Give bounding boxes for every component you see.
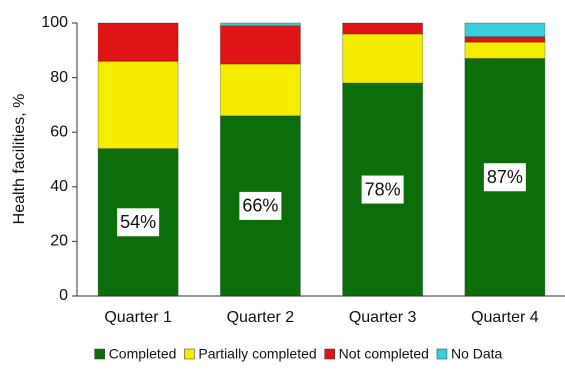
y-tick-label: 20 <box>50 233 68 250</box>
value-label: 78% <box>365 179 401 199</box>
bar-segment <box>464 36 546 43</box>
legend-swatch <box>184 348 195 360</box>
bar-segment <box>342 22 424 35</box>
legend-label: Completed <box>109 346 177 362</box>
y-tick-label: 60 <box>50 123 68 140</box>
legend-swatch <box>94 348 105 360</box>
legend-swatch <box>436 348 448 360</box>
x-tick-label: Quarter 1 <box>104 309 172 326</box>
legend: Completed Partially completed Not complete… <box>94 346 503 362</box>
y-tick-label: 0 <box>59 287 68 304</box>
value-label: 87% <box>487 167 523 187</box>
y-tick-label: 40 <box>50 178 68 195</box>
y-tick-label: 100 <box>41 14 68 31</box>
bar-segment <box>97 60 179 150</box>
legend-label: Not completed <box>339 346 429 362</box>
bar-segment <box>342 33 424 84</box>
value-label: 54% <box>120 212 156 232</box>
legend-label: Partially completed <box>198 346 316 362</box>
value-label-box <box>361 175 404 204</box>
x-tick-label: Quarter 2 <box>227 309 295 326</box>
legend-label: No Data <box>451 346 503 362</box>
bar-segment <box>464 22 546 38</box>
y-tick-label: 80 <box>50 69 68 86</box>
bar-segment <box>464 41 546 59</box>
x-tick-label: Quarter 3 <box>349 309 417 326</box>
bar-segment <box>219 25 301 65</box>
value-label: 66% <box>242 196 278 216</box>
bar-segment <box>219 22 301 27</box>
value-label-box <box>117 208 160 237</box>
bar-segment <box>97 22 179 62</box>
value-label-box <box>483 163 526 192</box>
bar-segment <box>219 63 301 117</box>
y-axis-label: Health facilities, % <box>11 94 28 225</box>
x-tick-label: Quarter 4 <box>471 309 539 326</box>
legend-swatch <box>324 348 335 360</box>
value-label-box <box>239 191 282 220</box>
